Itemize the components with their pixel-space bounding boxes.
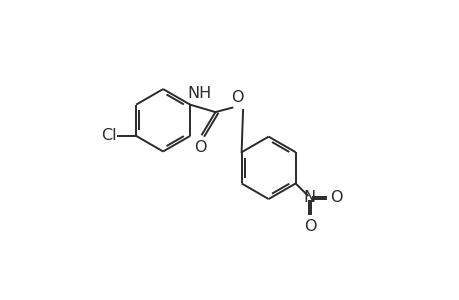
Text: O: O [303, 218, 315, 233]
Text: O: O [194, 140, 207, 155]
Text: Cl: Cl [101, 128, 117, 143]
Text: O: O [231, 90, 243, 105]
Text: NH: NH [187, 86, 212, 101]
Text: O: O [329, 190, 341, 205]
Text: N: N [303, 190, 315, 205]
